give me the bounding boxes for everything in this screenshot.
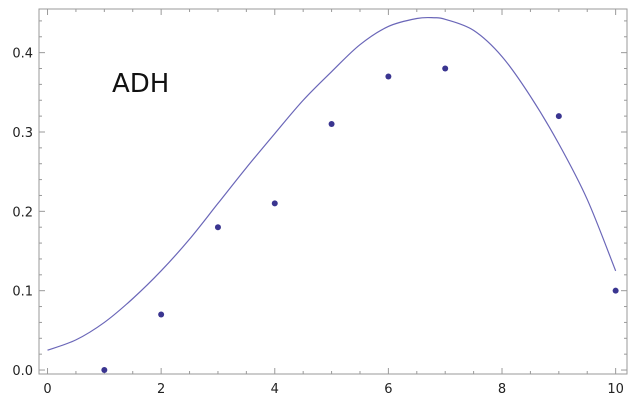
y-tick-label: 0.4: [12, 47, 33, 62]
y-tick-label: 0.1: [12, 285, 33, 300]
plot-frame: [38, 8, 628, 375]
data-point: [442, 65, 449, 72]
ticks: 0 2 4 6 8 10 0.0 0.1 0.2 0.3 0.4: [12, 9, 627, 397]
x-tick-label: 8: [498, 382, 506, 397]
x-tick-label: 4: [271, 382, 279, 397]
y-tick-label: 0.3: [12, 126, 33, 141]
data-point: [555, 113, 562, 120]
y-tick-label: 0.2: [12, 205, 33, 220]
x-tick-label: 10: [607, 382, 624, 397]
data-point: [214, 224, 221, 231]
fit-curve: [47, 16, 617, 351]
data-point: [612, 287, 619, 294]
data-point: [271, 200, 278, 207]
data-point: [158, 311, 165, 318]
curve-layer: [47, 16, 617, 351]
chart-annotation: ADH: [112, 69, 169, 99]
y-tick-label: 0.0: [12, 364, 33, 379]
x-tick-label: 0: [43, 382, 51, 397]
data-point: [385, 73, 392, 80]
data-point: [328, 121, 335, 128]
x-tick-label: 2: [157, 382, 165, 397]
points-layer: [101, 65, 619, 374]
data-point: [101, 367, 108, 374]
x-tick-label: 6: [384, 382, 392, 397]
